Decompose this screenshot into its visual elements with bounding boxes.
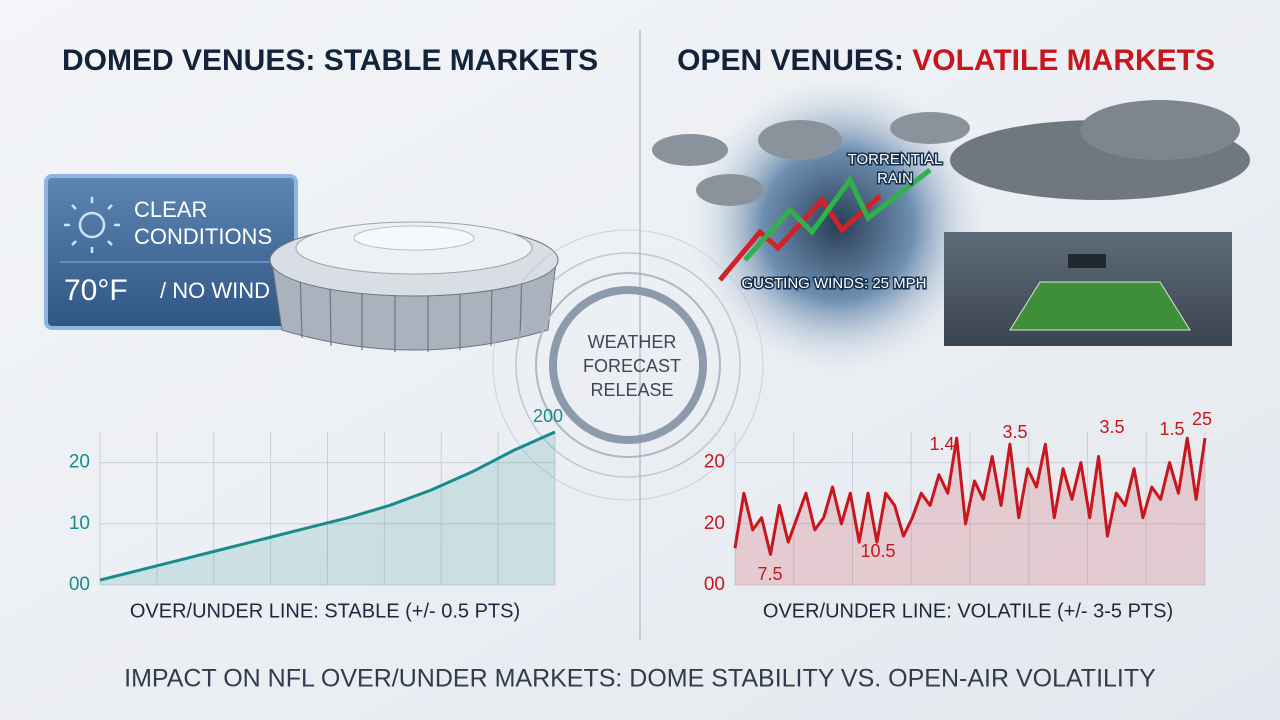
annotation: 3.5 <box>1099 417 1124 437</box>
x-label-left: OVER/UNDER LINE: STABLE (+/- 0.5 PTS) <box>130 600 520 622</box>
temperature: 70°F <box>64 274 128 307</box>
arrow-green <box>743 168 932 262</box>
y-tick-label: 20 <box>69 452 90 473</box>
annotation: 200 <box>533 406 563 426</box>
rain-a: TORRENTIAL <box>848 151 943 168</box>
sun-icon <box>64 197 120 253</box>
weather-line2: CONDITIONS <box>134 224 272 249</box>
right-title: OPEN VENUES: VOLATILE MARKETS <box>677 44 1215 77</box>
annotation: 25 <box>1192 409 1212 429</box>
annotation: 1.5 <box>1159 419 1184 439</box>
area <box>100 432 555 585</box>
x-label-right: OVER/UNDER LINE: VOLATILE (+/- 3-5 PTS) <box>763 600 1173 622</box>
line <box>99 430 556 582</box>
y-tick-label: 00 <box>69 574 90 595</box>
annotation: 7.5 <box>757 564 782 584</box>
annotation: 10.5 <box>860 541 895 561</box>
annotation: 3.5 <box>1002 422 1027 442</box>
area <box>735 438 1205 585</box>
y-tick-label: 00 <box>704 574 725 595</box>
storm-clouds <box>652 100 1250 206</box>
open-stadium <box>944 232 1232 346</box>
y-tick-label: 20 <box>704 513 725 534</box>
forecast-rings <box>492 229 764 501</box>
center-line2: FORECAST <box>583 356 681 376</box>
wind-label: GUSTING WINDS: 25 MPH <box>741 275 926 292</box>
dome-stadium <box>269 221 559 352</box>
left-title: DOMED VENUES: STABLE MARKETS <box>62 44 598 77</box>
center-line3: RELEASE <box>590 380 673 400</box>
y-tick-label: 20 <box>704 452 725 473</box>
weather-line1: CLEAR <box>134 197 207 222</box>
center-line1: WEATHER <box>588 332 677 352</box>
arrow-red <box>718 194 882 282</box>
y-tick-label: 10 <box>69 513 90 534</box>
line <box>733 436 1207 556</box>
annotation: 1.4 <box>929 434 954 454</box>
footer: IMPACT ON NFL OVER/UNDER MARKETS: DOME S… <box>124 665 1156 693</box>
right-title-a: OPEN VENUES: <box>677 44 904 77</box>
rain-b: RAIN <box>877 170 913 187</box>
right-title-b: VOLATILE MARKETS <box>912 44 1215 77</box>
wind-note: / NO WIND <box>160 278 270 303</box>
